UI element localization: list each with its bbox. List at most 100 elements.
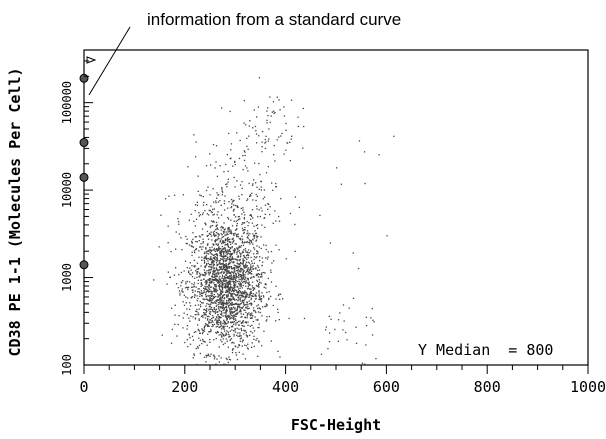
data-point: [221, 245, 223, 248]
data-point: [186, 314, 188, 316]
data-point: [245, 331, 247, 334]
data-point: [223, 319, 225, 321]
data-point: [200, 282, 203, 284]
data-point: [242, 292, 244, 294]
data-point: [243, 281, 245, 283]
data-point: [189, 281, 191, 283]
data-point: [235, 277, 237, 279]
x-tick-label: 0: [79, 378, 88, 396]
data-point: [226, 315, 228, 317]
data-point: [165, 198, 167, 200]
data-point: [235, 265, 237, 267]
data-point: [234, 303, 236, 306]
x-tick-label: 800: [474, 378, 501, 396]
data-point: [219, 251, 221, 253]
data-point: [215, 300, 217, 302]
data-point: [228, 132, 230, 135]
data-point: [254, 287, 256, 289]
data-point: [269, 213, 271, 216]
data-point: [238, 306, 241, 308]
data-point: [225, 270, 228, 272]
data-point: [196, 272, 198, 274]
data-point: [225, 284, 227, 286]
data-point: [211, 320, 213, 322]
data-point: [232, 271, 234, 273]
data-point: [248, 182, 250, 185]
data-point: [249, 292, 251, 294]
data-point: [217, 282, 219, 285]
data-point: [263, 271, 265, 274]
data-point: [238, 275, 240, 277]
data-point: [225, 319, 228, 321]
data-point: [224, 247, 226, 249]
data-point: [249, 214, 251, 216]
data-point: [187, 271, 190, 274]
data-point: [233, 321, 236, 323]
data-point: [202, 204, 205, 206]
data-point: [209, 194, 211, 196]
data-point: [210, 300, 212, 302]
data-point: [213, 296, 215, 298]
data-point: [334, 328, 336, 331]
data-point: [211, 297, 213, 300]
data-point: [261, 210, 263, 212]
data-point: [236, 286, 238, 288]
data-point: [249, 325, 251, 327]
data-point: [212, 297, 215, 299]
data-point: [191, 245, 193, 247]
data-point: [209, 308, 211, 310]
data-point: [233, 277, 235, 280]
data-point: [202, 212, 204, 214]
data-point: [257, 274, 259, 276]
data-point: [205, 305, 207, 307]
data-point: [220, 280, 222, 282]
data-point: [241, 274, 243, 276]
data-point: [247, 324, 249, 326]
data-point: [204, 271, 206, 274]
data-point: [214, 275, 217, 277]
data-point: [258, 295, 260, 297]
data-point: [229, 247, 231, 249]
data-point: [227, 237, 229, 239]
x-tick-label: 400: [272, 378, 299, 396]
data-point: [250, 313, 252, 315]
data-point: [220, 290, 222, 292]
data-point: [204, 257, 206, 260]
data-point: [188, 317, 190, 319]
data-point: [240, 239, 242, 241]
data-point: [245, 241, 247, 244]
data-point: [249, 120, 251, 122]
data-point: [223, 258, 225, 260]
data-point: [250, 214, 252, 216]
data-point: [189, 262, 191, 264]
data-point: [268, 128, 270, 130]
data-point: [230, 207, 232, 209]
data-point: [216, 293, 219, 295]
data-point: [240, 237, 242, 240]
data-point: [210, 321, 212, 324]
data-point: [224, 274, 227, 276]
data-point: [232, 249, 235, 251]
data-point: [230, 309, 232, 311]
data-point: [224, 255, 226, 258]
data-point: [206, 250, 208, 252]
data-point: [221, 263, 223, 265]
data-point: [221, 272, 223, 274]
data-point: [255, 267, 257, 269]
data-point: [243, 242, 245, 244]
data-point: [206, 285, 208, 288]
data-point: [233, 214, 235, 216]
data-point: [217, 238, 219, 240]
data-point: [247, 273, 249, 275]
data-point: [204, 251, 206, 253]
data-point: [195, 248, 198, 250]
data-point: [207, 353, 210, 355]
data-point: [181, 290, 183, 292]
data-point: [253, 338, 255, 340]
data-point: [153, 279, 155, 281]
data-point: [184, 287, 187, 289]
data-point: [232, 276, 234, 278]
data-point: [247, 348, 249, 350]
data-point: [263, 189, 265, 191]
data-point: [245, 291, 247, 293]
